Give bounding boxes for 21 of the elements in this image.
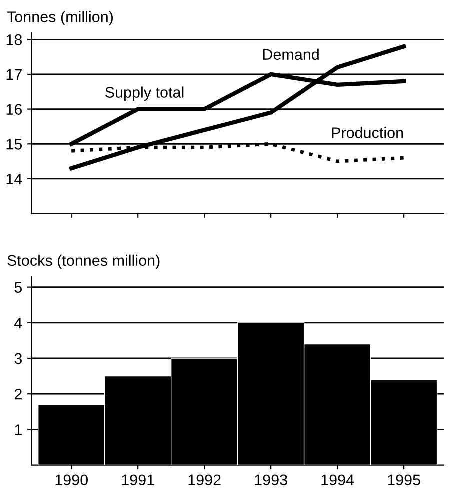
y-axis-title: Tonnes (million) [7, 11, 114, 26]
y-tick-label: 18 [6, 34, 22, 46]
series-label: Supply total [106, 86, 184, 101]
y-tick-label: 14 [6, 174, 22, 184]
y-tick-label: 2 [14, 388, 22, 400]
x-tick-label: 1991 [122, 474, 154, 486]
y-tick-label: 17 [6, 70, 22, 80]
y-tick-label: 5 [14, 282, 22, 294]
y-tick-label: 1 [15, 424, 22, 436]
series-label: Production [332, 127, 404, 138]
series-label: Demand [263, 48, 319, 60]
y-axis-title: Stocks (tonnes million) [8, 254, 160, 270]
y-tick-label: 4 [14, 318, 22, 328]
x-tick-label: 1994 [322, 474, 354, 486]
x-tick-label: 1993 [255, 474, 288, 486]
x-tick-label: 1990 [56, 474, 88, 486]
x-tick-label: 1992 [188, 474, 221, 486]
y-tick-label: 15 [6, 139, 22, 150]
y-tick-label: 16 [6, 104, 22, 115]
x-tick-label: 1995 [388, 474, 420, 486]
y-tick-label: 3 [14, 353, 22, 364]
